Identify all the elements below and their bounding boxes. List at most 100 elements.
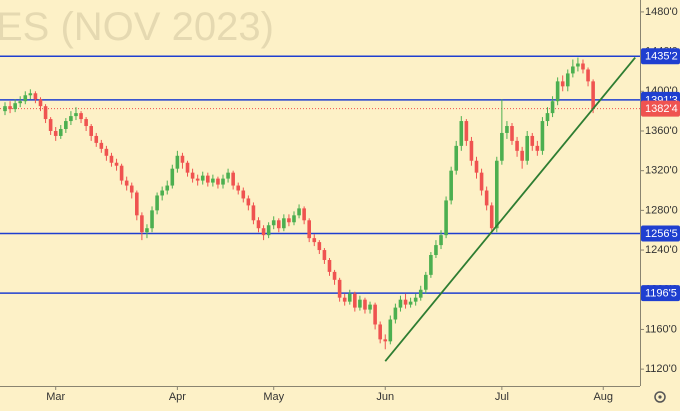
candle-body	[515, 140, 519, 151]
candle-body	[560, 81, 565, 87]
candle-body	[74, 113, 78, 117]
candle-body	[94, 135, 99, 143]
settings-icon[interactable]	[654, 391, 666, 403]
y-tick-label: 1120'0	[645, 363, 677, 375]
candle-body	[312, 238, 317, 243]
price-label: 1256'5	[645, 228, 678, 240]
candle-body	[576, 63, 580, 67]
candle-body	[403, 299, 408, 305]
candle-body	[211, 178, 215, 183]
candle-body	[292, 215, 296, 223]
candle-body	[251, 205, 256, 221]
watermark: ES (NOV 2023)	[0, 5, 274, 49]
y-tick-label: 1160'0	[645, 323, 677, 335]
candle-body	[525, 135, 530, 161]
candle-body	[287, 218, 291, 223]
candle-body	[322, 250, 327, 260]
candle-body	[388, 319, 393, 342]
candle-body	[464, 121, 469, 141]
x-tick-label: Aug	[593, 391, 613, 403]
candle-body	[520, 150, 524, 161]
candle-body	[581, 63, 585, 70]
candle-body	[206, 175, 210, 183]
candle-body	[500, 132, 504, 161]
candle-body	[302, 208, 306, 221]
candle-body	[256, 220, 261, 229]
candle-body	[266, 225, 271, 236]
candle-body	[378, 324, 382, 340]
candle-body	[221, 178, 225, 185]
candle-body	[424, 274, 428, 290]
candle-body	[216, 178, 220, 185]
candle-body	[469, 140, 474, 161]
candle-body	[393, 307, 398, 320]
candle-body	[261, 228, 266, 236]
x-tick-label: Apr	[169, 391, 186, 403]
candle-body	[591, 81, 595, 109]
candle-body	[170, 168, 175, 186]
candle-body	[368, 304, 372, 310]
candle-body	[3, 106, 7, 112]
candle-body	[124, 180, 129, 186]
candle-body	[489, 205, 494, 229]
candle-body	[586, 69, 590, 82]
candle-body	[307, 220, 311, 239]
candle-body	[180, 155, 185, 163]
candle-body	[444, 200, 448, 236]
candle-body	[241, 190, 246, 199]
candle-body	[185, 162, 190, 173]
candle-body	[353, 293, 357, 308]
candle-body	[145, 228, 149, 233]
y-tick-label: 1240'0	[645, 244, 678, 256]
candle-body	[231, 172, 235, 186]
price-label: 1435'2	[645, 51, 678, 63]
price-label-box	[641, 285, 680, 302]
candle-body	[449, 170, 453, 201]
candle-body	[140, 215, 144, 233]
gear[interactable]	[654, 391, 666, 403]
candle-body	[434, 245, 438, 256]
candle-body	[347, 293, 352, 302]
candle-body	[64, 121, 68, 129]
candle-body	[459, 121, 464, 146]
candle-body	[190, 172, 195, 179]
candle-body	[160, 190, 164, 196]
price-label-box	[641, 48, 680, 65]
gear-center[interactable]	[658, 395, 662, 399]
candle-body	[69, 116, 73, 122]
candle-body	[150, 210, 154, 229]
candle-body	[297, 208, 301, 216]
candle-body	[33, 93, 38, 100]
candle-body	[383, 339, 388, 342]
candle-body	[413, 297, 418, 302]
candle-body	[99, 142, 104, 149]
candle-body	[109, 155, 114, 163]
candle-body	[175, 155, 180, 169]
candle-body	[342, 297, 347, 302]
candle-body	[165, 185, 170, 191]
candle-body	[282, 218, 286, 229]
candle-body	[565, 73, 570, 87]
candle-body	[236, 185, 241, 191]
candle-body	[8, 106, 12, 110]
y-tick-label: 1360'0	[645, 125, 678, 137]
price-label-box	[641, 225, 680, 242]
candle-body	[474, 160, 479, 173]
candle-body	[571, 66, 575, 74]
candle-body	[540, 121, 545, 151]
candle-body	[89, 126, 93, 136]
trendline	[384, 56, 636, 362]
candle-body	[129, 185, 134, 193]
candle-body	[479, 172, 484, 191]
candle-body	[550, 101, 555, 114]
candle-body	[38, 99, 43, 107]
price-label: 1382'4	[645, 103, 678, 115]
candle-body	[119, 165, 124, 181]
candle-body	[439, 235, 443, 246]
candle-body	[79, 113, 83, 120]
candle-body	[545, 113, 550, 122]
candle-body	[114, 162, 119, 166]
candle-body	[43, 106, 48, 120]
